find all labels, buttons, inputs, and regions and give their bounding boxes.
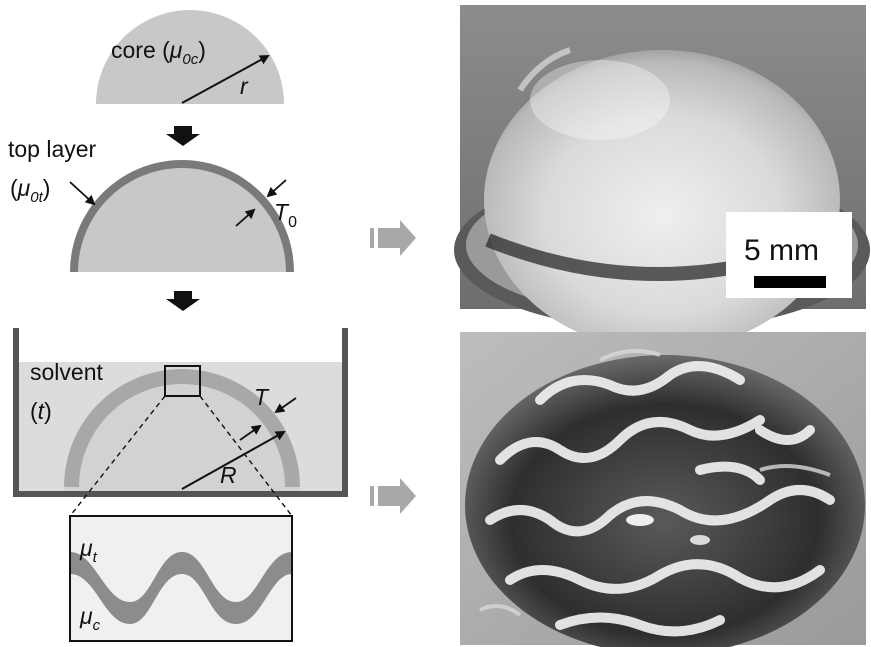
photo-smooth-dome: 5 mm xyxy=(454,5,870,350)
core-label: core (μ0c) xyxy=(111,37,206,68)
thickness-label-t0: T0 xyxy=(274,199,297,231)
scale-bar-label: 5 mm xyxy=(744,234,819,267)
inset-mu-core-label: μc xyxy=(79,603,101,634)
radius-arrow xyxy=(181,55,270,104)
photo-wrinkled-dome xyxy=(460,332,866,647)
solvent-time-label: (t) xyxy=(30,398,52,424)
shell-thickness-label-T: T xyxy=(254,384,270,410)
zoom-box xyxy=(164,365,201,397)
shell-thickness-arrow-outer xyxy=(274,397,297,414)
core-hemisphere: core (μ0c) r xyxy=(96,10,284,105)
solvent-label: solvent xyxy=(30,359,103,385)
right-arrow-top xyxy=(378,220,416,256)
top-layer-pointer-arrow xyxy=(69,181,96,206)
shell-thickness-arrow-inner xyxy=(239,424,262,441)
radius-label-R: R xyxy=(220,462,237,488)
down-arrow-1 xyxy=(166,126,200,146)
solvent-container: solvent (t) T R xyxy=(13,328,348,517)
top-layer-label: top layer xyxy=(8,136,97,162)
right-arrow-bottom xyxy=(378,478,416,514)
inset-mu-top-label: μt xyxy=(79,535,98,566)
thickness-arrow-inner xyxy=(235,208,256,227)
radius-arrow-R xyxy=(181,431,286,490)
top-layer-mu-label: (μ0t) xyxy=(10,175,50,206)
radius-label-r: r xyxy=(240,73,249,99)
scale-bar xyxy=(754,276,826,288)
thickness-arrow-outer xyxy=(266,179,287,198)
wrinkle-inset: μt μc xyxy=(69,515,293,642)
coated-hemisphere: top layer (μ0t) T0 xyxy=(8,136,297,272)
down-arrow-2 xyxy=(166,291,200,311)
